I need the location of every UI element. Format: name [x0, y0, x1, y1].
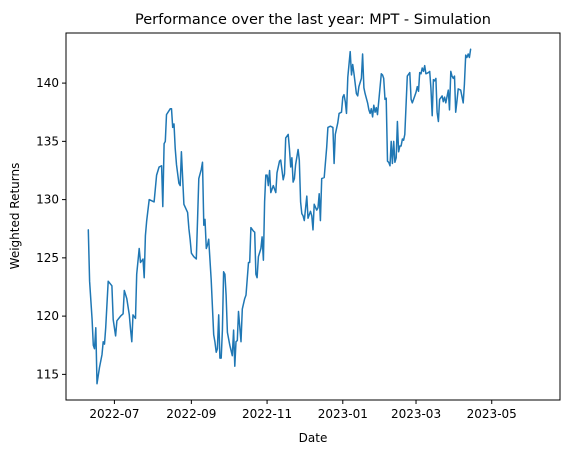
x-tick-label: 2023-05: [467, 407, 517, 421]
y-tick-label: 135: [36, 134, 59, 148]
x-tick-label: 2022-07: [89, 407, 139, 421]
x-axis-ticks: 2022-07 2022-09 2022-11 2023-01 2023-03 2023-…: [89, 400, 517, 421]
x-axis-title: Date: [299, 431, 328, 445]
y-tick-label: 130: [36, 193, 59, 207]
series-layer: [87, 48, 472, 385]
y-tick-label: 120: [36, 309, 59, 323]
y-axis-ticks: 115 120 125 130 135 140: [36, 76, 66, 381]
plot-frame: [65, 32, 561, 401]
x-tick-label: 2023-03: [391, 407, 441, 421]
x-tick-label: 2022-11: [242, 407, 292, 421]
chart-title: Performance over the last year: MPT - Si…: [135, 12, 491, 28]
x-tick-label: 2023-01: [318, 407, 368, 421]
series-line-1: [87, 48, 472, 385]
y-tick-label: 115: [36, 367, 59, 381]
y-tick-label: 125: [36, 251, 59, 265]
y-axis-title: Weighted Returns: [8, 163, 22, 270]
y-tick-label: 140: [36, 76, 59, 90]
x-tick-label: 2022-09: [166, 407, 216, 421]
